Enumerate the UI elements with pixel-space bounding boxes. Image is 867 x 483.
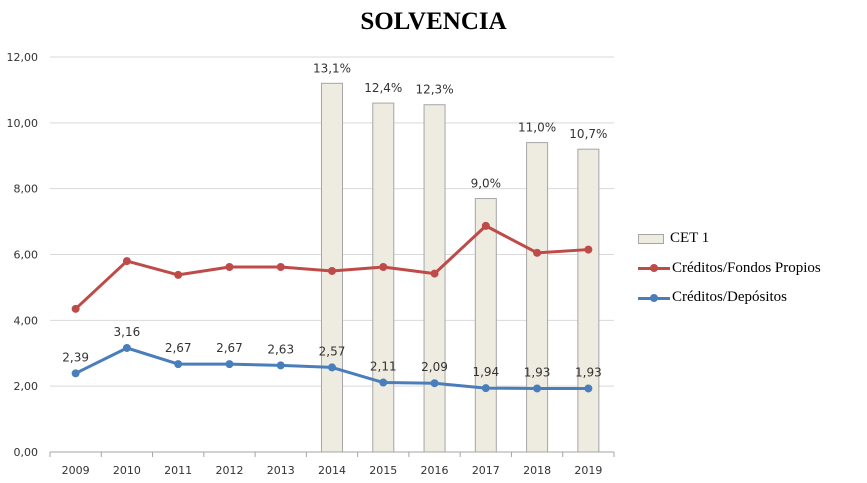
x-tick-label: 2019 [574, 464, 602, 477]
legend-label-creditos-fondos-propios: Créditos/Fondos Propios [672, 259, 821, 276]
bar-data-label: 12,4% [364, 81, 402, 95]
legend-swatch-creditos-depositos [638, 292, 670, 304]
point-creditos-depositos [71, 369, 80, 378]
y-tick-label: 8,00 [14, 183, 39, 196]
point-creditos-fondos-propios [122, 257, 131, 266]
point-creditos-depositos [481, 384, 490, 393]
x-tick-label: 2011 [164, 464, 192, 477]
bar-cet1 [526, 142, 549, 453]
x-tick-label: 2015 [369, 464, 397, 477]
bar-data-label: 12,3% [415, 83, 453, 97]
line-data-label: 3,16 [114, 325, 141, 339]
legend-item-creditos-fondos-propios: Créditos/Fondos Propios [638, 254, 821, 284]
x-tick-label: 2018 [523, 464, 551, 477]
line-data-label: 1,93 [575, 365, 602, 379]
line-data-label: 1,94 [472, 365, 499, 379]
x-tick-label: 2012 [215, 464, 243, 477]
point-creditos-depositos [276, 361, 285, 370]
legend-label-creditos-depositos: Créditos/Depósitos [672, 289, 787, 306]
x-tick-label: 2013 [267, 464, 295, 477]
bar-cet1 [372, 102, 395, 453]
bar-data-label: 11,0% [518, 121, 556, 135]
y-tick-label: 0,00 [14, 446, 39, 459]
point-creditos-depositos [430, 379, 439, 388]
chart-legend: CET 1 Créditos/Fondos Propios Créditos/D… [638, 224, 821, 313]
bar-cet1 [577, 148, 600, 453]
point-creditos-fondos-propios [174, 270, 183, 279]
point-creditos-depositos [122, 343, 131, 352]
line-data-label: 1,93 [524, 365, 551, 379]
bar-cet1 [474, 198, 497, 453]
bar-data-label: 13,1% [313, 61, 351, 75]
legend-swatch-cet1 [638, 233, 664, 244]
bar-cet1 [423, 104, 446, 453]
point-creditos-fondos-propios [379, 263, 388, 272]
legend-item-creditos-depositos: Créditos/Depósitos [638, 283, 821, 313]
legend-label-cet1: CET 1 [670, 230, 710, 247]
line-data-label: 2,39 [62, 350, 89, 364]
point-creditos-depositos [328, 363, 336, 372]
y-tick-label: 6,00 [14, 249, 39, 262]
point-creditos-fondos-propios [584, 245, 593, 254]
point-creditos-depositos [584, 384, 593, 393]
point-creditos-fondos-propios [328, 266, 336, 275]
point-creditos-fondos-propios [481, 221, 490, 230]
y-tick-label: 12,00 [7, 51, 39, 64]
y-tick-label: 2,00 [14, 380, 39, 393]
point-creditos-depositos [225, 360, 234, 369]
point-creditos-fondos-propios [533, 248, 542, 257]
bar-data-label: 9,0% [471, 177, 502, 191]
point-creditos-fondos-propios [71, 304, 80, 313]
point-creditos-depositos [533, 384, 542, 393]
line-data-label: 2,57 [319, 344, 346, 358]
point-creditos-depositos [174, 360, 183, 369]
x-tick-label: 2010 [113, 464, 141, 477]
legend-swatch-creditos-fondos-propios [638, 262, 670, 274]
line-data-label: 2,09 [421, 360, 448, 374]
x-tick-label: 2009 [62, 464, 90, 477]
line-data-label: 2,63 [267, 342, 294, 356]
x-tick-label: 2014 [318, 464, 346, 477]
point-creditos-fondos-propios [430, 269, 439, 278]
point-creditos-depositos [379, 378, 388, 387]
legend-item-cet1: CET 1 [638, 224, 821, 254]
chart-title: SOLVENCIA [360, 8, 507, 35]
line-data-label: 2,67 [216, 341, 243, 355]
y-tick-label: 4,00 [14, 314, 39, 327]
line-data-label: 2,11 [370, 360, 397, 374]
bar-data-label: 10,7% [569, 127, 607, 141]
point-creditos-fondos-propios [276, 263, 285, 272]
line-data-label: 2,67 [165, 341, 192, 355]
x-tick-label: 2017 [472, 464, 500, 477]
y-tick-label: 10,00 [7, 117, 39, 130]
point-creditos-fondos-propios [225, 263, 234, 272]
x-tick-label: 2016 [421, 464, 449, 477]
